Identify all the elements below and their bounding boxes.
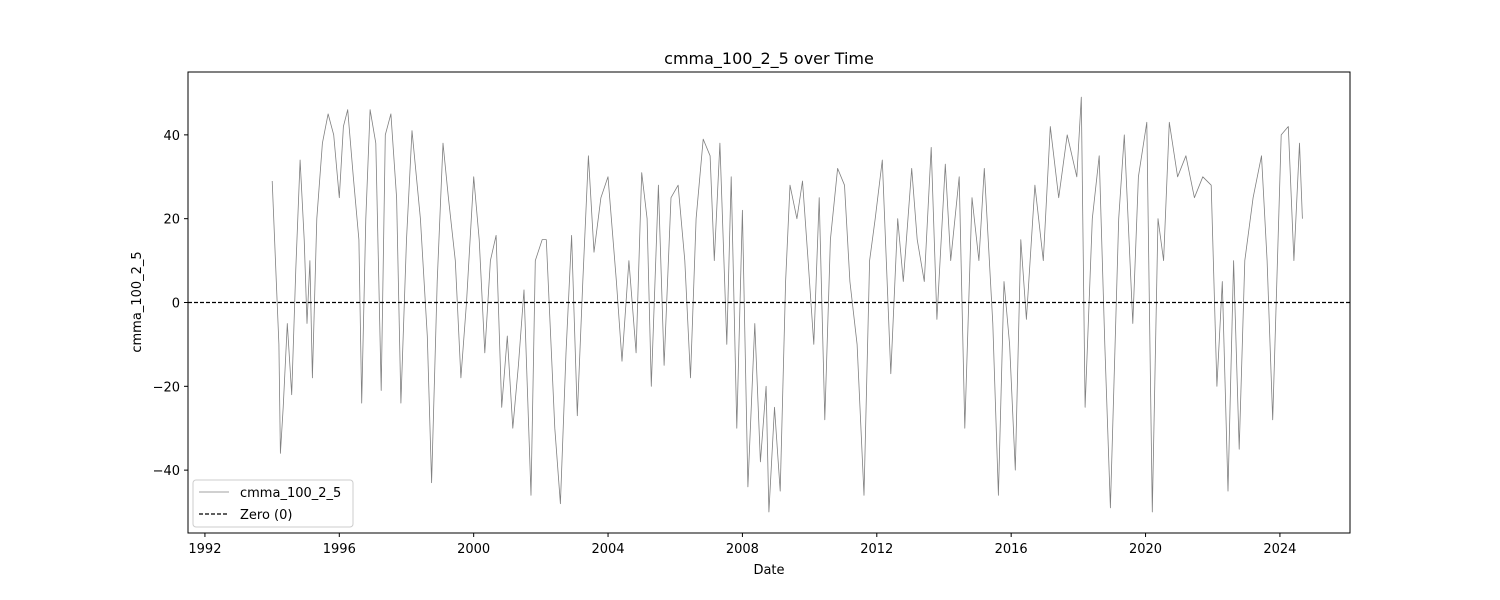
x-tick-label: 1992	[188, 542, 221, 557]
x-tick-label: 2016	[995, 542, 1028, 557]
y-tick-label: −40	[153, 464, 180, 479]
series-line-cmma	[271, 96, 1303, 513]
plot-area	[188, 96, 1350, 513]
x-tick-label: 1996	[323, 542, 356, 557]
y-tick-label: −20	[153, 380, 180, 395]
legend-frame	[192, 479, 354, 528]
legend-label-series: cmma_100_2_5	[240, 486, 341, 501]
x-axis-label: Date	[753, 563, 784, 578]
x-axis: 1992 1996 2000 2004 2008 2012 2016 2020 2024	[188, 533, 1296, 557]
x-tick-label: 2020	[1129, 542, 1162, 557]
y-tick-label: 40	[163, 129, 180, 144]
x-tick-label: 2008	[726, 542, 759, 557]
x-tick-label: 2000	[457, 542, 490, 557]
y-axis: −40 −20 0 20 40	[153, 129, 188, 479]
chart-title: cmma_100_2_5 over Time	[664, 49, 874, 69]
legend-label-zero: Zero (0)	[240, 508, 292, 523]
x-tick-label: 2024	[1263, 542, 1296, 557]
y-tick-label: 0	[172, 297, 180, 312]
legend: cmma_100_2_5 Zero (0)	[192, 479, 354, 528]
y-axis-label: cmma_100_2_5	[130, 251, 145, 352]
y-tick-label: 20	[163, 213, 180, 228]
x-tick-label: 2004	[591, 542, 624, 557]
x-tick-label: 2012	[860, 542, 893, 557]
